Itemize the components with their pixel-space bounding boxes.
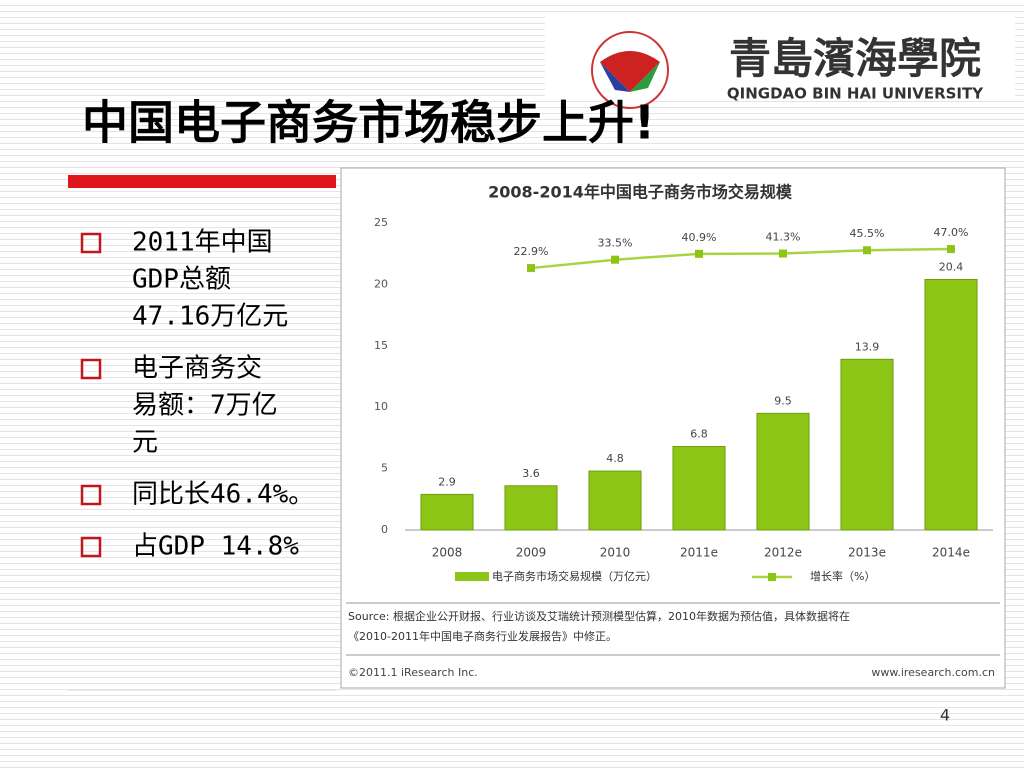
- data-label: 4.8: [606, 452, 624, 465]
- line-point: [947, 245, 955, 254]
- bullet-marker: [80, 484, 102, 506]
- data-label: 33.5%: [598, 237, 633, 250]
- source-note: Source: 根据企业公开财报、行业访谈及艾瑞统计预测模型估算，2010年数据…: [348, 609, 850, 623]
- data-label: 47.0%: [934, 226, 969, 239]
- x-tick-label: 2011e: [680, 546, 718, 560]
- logo-english: QINGDAO BIN HAI UNIVERSITY: [727, 85, 984, 103]
- bullet-marker: [80, 536, 102, 558]
- bullet-text: GDP总额: [132, 265, 231, 295]
- y-tick-label: 0: [381, 523, 388, 536]
- data-label: 13.9: [855, 340, 880, 353]
- x-tick-label: 2014e: [932, 546, 970, 560]
- legend-label: 电子商务市场交易规模（万亿元）: [492, 569, 657, 583]
- y-tick-label: 15: [374, 339, 388, 352]
- data-label: 3.6: [522, 467, 540, 480]
- legend-swatch: [768, 573, 776, 581]
- source-url: www.iresearch.com.cn: [871, 666, 995, 679]
- chart-title: 2008-2014年中国电子商务市场交易规模: [488, 183, 793, 202]
- bar: [420, 493, 474, 531]
- bullet-text: 同比长46.4%。: [132, 480, 314, 510]
- data-label: 20.4: [939, 260, 964, 273]
- bullet-marker: [80, 358, 102, 380]
- line: [530, 247, 952, 270]
- data-label: 22.9%: [514, 245, 549, 258]
- line-point: [779, 249, 787, 258]
- bar: [504, 485, 558, 531]
- logo-name: 青島濱海學院: [729, 34, 981, 83]
- y-tick-label: 10: [374, 400, 388, 413]
- legend-label: 增长率（%）: [810, 569, 875, 583]
- data-label: 40.9%: [682, 231, 717, 244]
- bullet-text: 元: [132, 428, 158, 458]
- bullet-text: 易额：7万亿: [132, 391, 278, 421]
- bar: [756, 412, 810, 531]
- y-tick-label: 20: [374, 277, 388, 290]
- line-point: [527, 264, 535, 273]
- x-tick-label: 2009: [516, 546, 547, 560]
- data-label: 41.3%: [766, 231, 801, 244]
- title-underline: [68, 175, 336, 188]
- page-number: 4: [940, 706, 950, 725]
- x-tick-label: 2008: [432, 546, 463, 560]
- logo-emblem-blue: [600, 62, 630, 92]
- bar: [840, 358, 894, 531]
- x-tick-label: 2013e: [848, 546, 886, 560]
- bullet-text: 47.16万亿元: [132, 302, 288, 332]
- source-note: 《2010-2011年中国电子商务行业发展报告》中修正。: [348, 629, 617, 643]
- x-tick-label: 2010: [600, 546, 631, 560]
- x-tick-label: 2012e: [764, 546, 802, 560]
- data-label: 2.9: [438, 475, 456, 488]
- line-point: [611, 255, 619, 264]
- y-tick-label: 5: [381, 462, 388, 475]
- logo-emblem-red: [600, 51, 660, 92]
- line-point: [695, 249, 703, 258]
- bar: [588, 470, 642, 531]
- bar: [924, 278, 978, 531]
- data-label: 6.8: [690, 427, 708, 440]
- copyright: ©2011.1 iResearch Inc.: [348, 666, 478, 679]
- y-tick-label: 25: [374, 216, 388, 229]
- bullet-text: 占GDP 14.8%: [132, 532, 299, 562]
- bar: [672, 445, 726, 531]
- legend-swatch: [455, 572, 489, 581]
- line-point: [863, 246, 871, 255]
- bullet-text: 2011年中国: [132, 228, 273, 258]
- logo-emblem-green: [630, 62, 660, 92]
- data-label: 45.5%: [850, 227, 885, 240]
- slide-title: 中国电子商务市场稳步上升!: [82, 96, 655, 150]
- bullet-text: 电子商务交: [132, 354, 262, 384]
- data-label: 9.5: [774, 394, 792, 407]
- bullet-marker: [80, 232, 102, 254]
